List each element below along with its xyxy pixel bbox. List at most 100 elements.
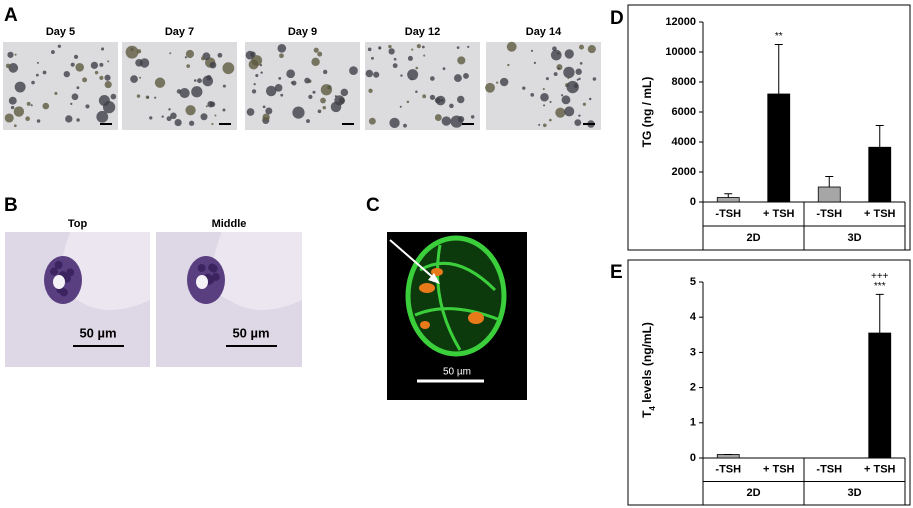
spheroid <box>253 82 256 86</box>
spheroid <box>576 78 579 81</box>
spheroid <box>463 72 469 79</box>
nucleus <box>209 264 218 273</box>
spheroid <box>368 88 373 93</box>
spheroid <box>579 62 583 65</box>
spheroid <box>209 101 216 108</box>
image-caption: Day 12 <box>405 26 440 38</box>
spheroid <box>197 78 202 84</box>
significance: +++ <box>871 271 889 282</box>
image-caption: Top <box>68 218 88 230</box>
spheroid <box>388 48 395 55</box>
y-tick-label: 0 <box>690 452 696 464</box>
spheroid <box>99 75 104 80</box>
spheroid <box>522 86 526 90</box>
spheroid <box>170 112 177 120</box>
micrograph <box>122 42 237 130</box>
spheroid <box>530 93 535 97</box>
spheroid <box>110 93 117 100</box>
bar <box>716 197 740 203</box>
spheroid <box>441 116 452 126</box>
spheroid <box>85 104 90 109</box>
spheroid <box>214 114 217 117</box>
spheroid <box>50 50 55 54</box>
spheroid <box>553 72 558 76</box>
spheroid <box>573 83 579 89</box>
spheroid <box>202 75 214 87</box>
colloid <box>420 321 430 329</box>
spheroid <box>8 63 19 73</box>
spheroid <box>262 105 266 109</box>
y-axis-label-part: levels (ng/mL) <box>640 322 654 406</box>
membrane <box>414 307 501 322</box>
membrane <box>419 261 497 292</box>
spheroid <box>7 51 14 58</box>
spheroid <box>506 41 517 52</box>
spheroid <box>373 71 380 78</box>
spheroid <box>245 50 255 60</box>
spheroid <box>57 44 61 48</box>
y-tick-label: 8000 <box>672 76 696 88</box>
spheroid <box>82 77 88 83</box>
spheroid <box>291 80 297 86</box>
spheroid <box>265 85 277 97</box>
spheroid <box>161 115 164 118</box>
spheroid <box>450 115 463 128</box>
spheroid <box>251 55 263 66</box>
spheroid <box>317 51 323 57</box>
nucleus <box>54 260 63 269</box>
spheroid <box>533 61 537 65</box>
spheroid <box>30 104 33 107</box>
spheroid <box>434 97 441 104</box>
spheroid <box>205 105 208 108</box>
spheroid <box>389 117 400 129</box>
spheroid <box>130 75 138 83</box>
spheroid <box>185 105 196 116</box>
spheroid <box>540 92 549 102</box>
spheroid <box>410 78 413 81</box>
spheroid <box>421 45 425 49</box>
spheroid <box>139 76 142 79</box>
spheroid <box>485 82 495 93</box>
image-caption: Day 14 <box>526 26 562 38</box>
spheroid <box>168 108 171 111</box>
nucleus <box>211 272 220 281</box>
spheroid <box>154 77 166 88</box>
spheroid <box>169 52 172 55</box>
error-bar <box>724 193 733 198</box>
y-tick-label: 0 <box>690 196 696 208</box>
spheroid <box>334 95 345 106</box>
spheroid <box>457 95 465 104</box>
spheroid <box>320 84 333 96</box>
spheroid <box>430 76 435 81</box>
spheroid <box>564 106 575 117</box>
nucleus <box>197 263 206 272</box>
spheroid <box>76 86 80 90</box>
spheroid <box>588 97 592 101</box>
nucleus <box>59 288 68 297</box>
spheroid <box>557 67 560 70</box>
spheroid <box>280 93 284 97</box>
spheroid <box>371 56 374 60</box>
spheroid <box>415 90 418 93</box>
spheroid <box>311 57 320 67</box>
spheroid <box>274 84 283 92</box>
follicle-ring <box>405 235 507 357</box>
spheroid <box>63 70 70 78</box>
spheroid <box>94 70 99 75</box>
tissue <box>60 232 150 310</box>
bar <box>817 186 841 203</box>
spheroid <box>10 105 15 110</box>
spheroid <box>136 94 141 98</box>
image-caption: Middle <box>212 218 247 230</box>
x-tick-label: -TSH <box>816 208 842 220</box>
spheroid <box>31 80 35 85</box>
spheroid <box>304 77 311 84</box>
image-caption: Day 7 <box>165 26 194 38</box>
spheroid <box>99 62 104 67</box>
spheroid <box>246 108 255 116</box>
spheroid <box>186 64 191 68</box>
spheroid <box>406 100 410 104</box>
spheroid <box>542 88 545 91</box>
spheroid <box>76 118 80 122</box>
spheroid <box>578 77 581 81</box>
